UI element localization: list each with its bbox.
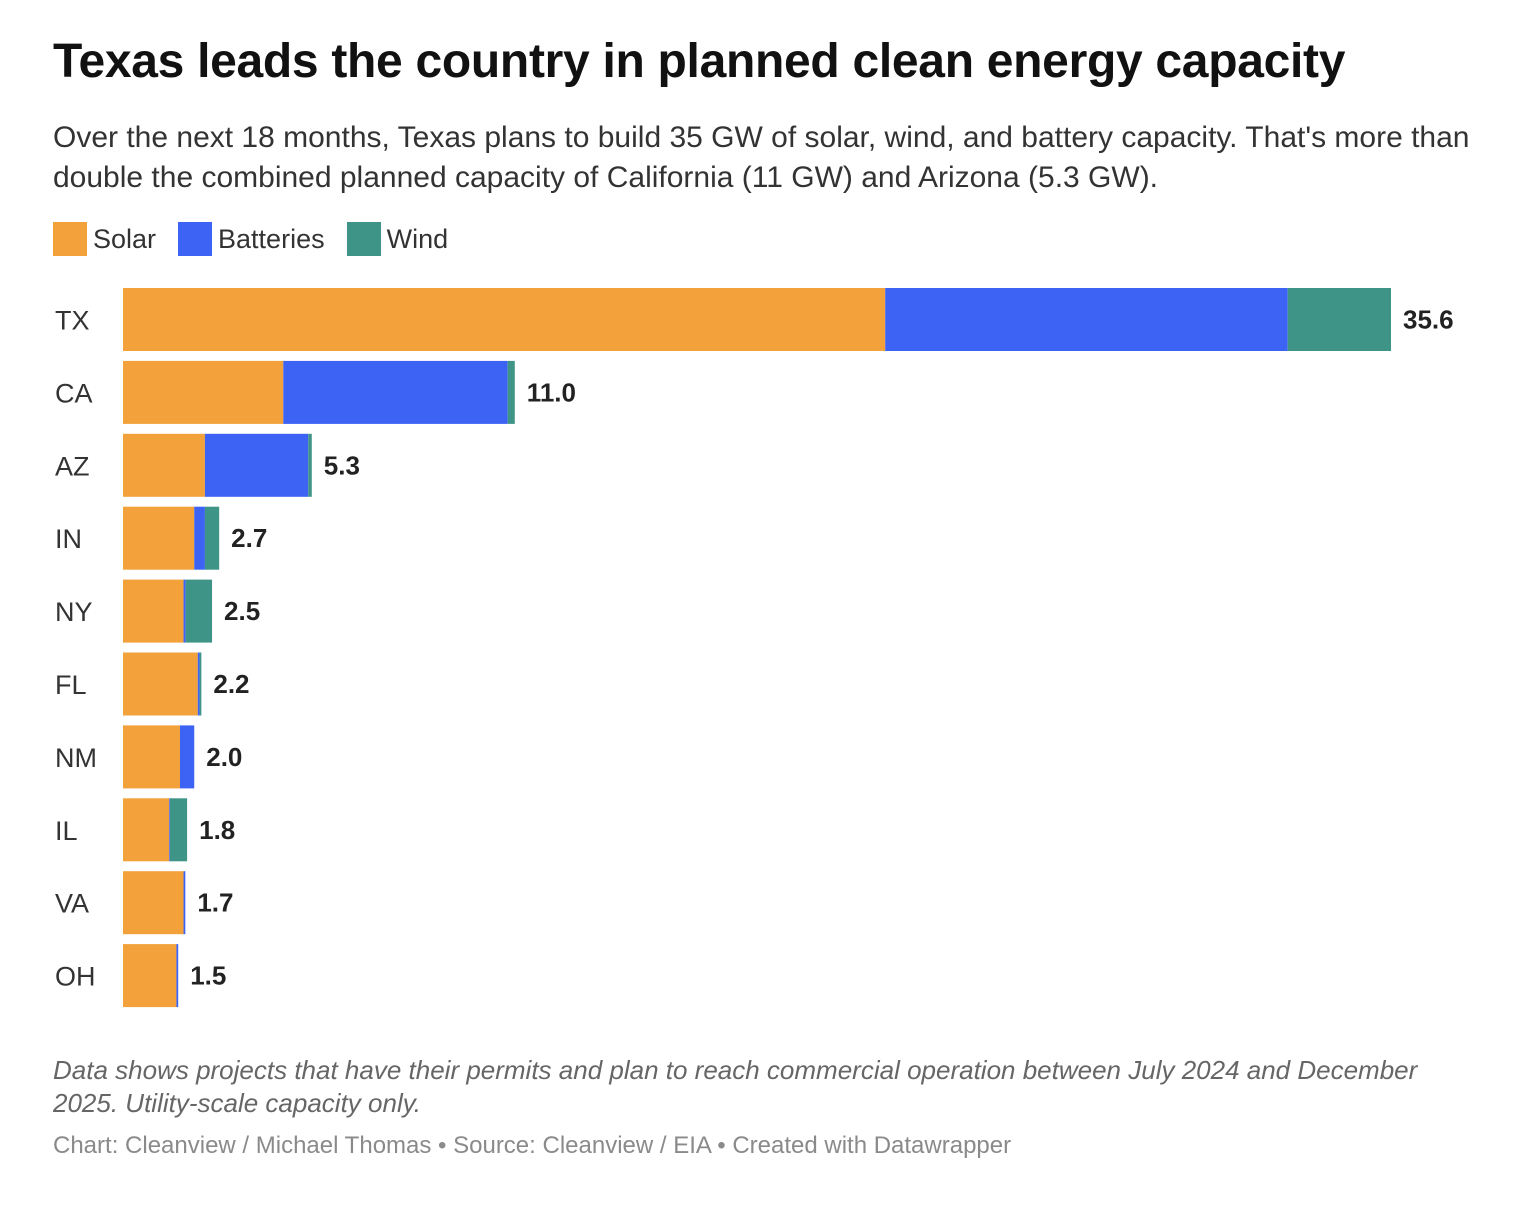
- chart-subtitle: Over the next 18 months, Texas plans to …: [53, 121, 1470, 194]
- bar-in-solar: [123, 506, 195, 570]
- value-label-in: 2.7: [231, 523, 267, 553]
- bar-az-solar: [123, 433, 205, 497]
- value-label-il: 1.8: [199, 815, 235, 845]
- value-label-fl: 2.2: [213, 669, 249, 699]
- state-label-in: IN: [55, 524, 82, 554]
- legend-item-solar: Solar: [53, 222, 156, 256]
- state-label-nm: NM: [55, 743, 97, 773]
- legend-item-batteries: Batteries: [178, 222, 325, 256]
- state-label-tx: TX: [55, 306, 90, 336]
- bar-ny-solar: [123, 579, 184, 643]
- bar-az-batteries: [204, 433, 309, 497]
- bar-in-batteries: [194, 506, 205, 570]
- bar-tx-batteries: [885, 288, 1288, 351]
- chart-note: Data shows projects that have their perm…: [53, 1055, 1418, 1118]
- chart-title: Texas leads the country in planned clean…: [53, 35, 1346, 88]
- state-label-az: AZ: [55, 451, 90, 481]
- value-label-ny: 2.5: [224, 596, 260, 626]
- bar-chart: TX 35.6 CA 11.0 AZ 5.3 IN 2.7 NY 2.5 FL 2.2 NM 2.0 IL 1…: [55, 288, 1454, 1008]
- bar-fl-solar: [123, 652, 198, 716]
- bar-oh-solar: [123, 944, 177, 1008]
- value-label-nm: 2.0: [206, 742, 242, 772]
- bar-nm-solar: [123, 725, 180, 789]
- state-label-fl: FL: [55, 670, 87, 700]
- bar-il-wind: [170, 798, 188, 862]
- legend-item-wind: Wind: [346, 222, 449, 256]
- legend-swatch-batteries: [178, 222, 213, 256]
- bar-fl-batteries: [197, 652, 200, 716]
- legend-label-wind: Wind: [386, 223, 449, 254]
- value-label-va: 1.7: [197, 888, 233, 918]
- bar-ca-solar: [123, 360, 284, 424]
- bar-ca-batteries: [283, 360, 508, 424]
- bar-ny-batteries: [183, 579, 186, 643]
- bar-az-wind: [308, 433, 312, 497]
- bar-in-wind: [204, 506, 220, 570]
- bar-va-batteries: [183, 871, 186, 935]
- chart-credit: Chart: Cleanview / Michael Thomas • Sour…: [53, 1132, 1012, 1159]
- bar-tx-wind: [1287, 288, 1391, 351]
- legend-label-batteries: Batteries: [218, 223, 325, 254]
- bar-nm-batteries: [179, 725, 195, 789]
- value-label-az: 5.3: [324, 450, 360, 480]
- bar-fl-wind: [199, 652, 202, 716]
- legend-swatch-wind: [346, 222, 381, 256]
- legend: Solar Batteries Wind: [53, 222, 448, 256]
- bar-ny-wind: [185, 579, 213, 643]
- state-label-oh: OH: [55, 962, 96, 992]
- state-label-il: IL: [55, 816, 78, 846]
- bar-tx-solar: [123, 288, 886, 351]
- value-label-tx: 35.6: [1403, 305, 1454, 335]
- state-label-ca: CA: [55, 378, 93, 408]
- state-label-va: VA: [55, 889, 89, 919]
- bar-ca-wind: [507, 360, 515, 424]
- value-label-ca: 11.0: [527, 377, 576, 407]
- legend-label-solar: Solar: [93, 223, 157, 254]
- value-label-oh: 1.5: [190, 961, 226, 991]
- bar-oh-batteries: [176, 944, 179, 1008]
- bar-il-solar: [123, 798, 170, 862]
- bar-va-solar: [123, 871, 184, 935]
- state-label-ny: NY: [55, 597, 93, 627]
- legend-swatch-solar: [53, 222, 87, 256]
